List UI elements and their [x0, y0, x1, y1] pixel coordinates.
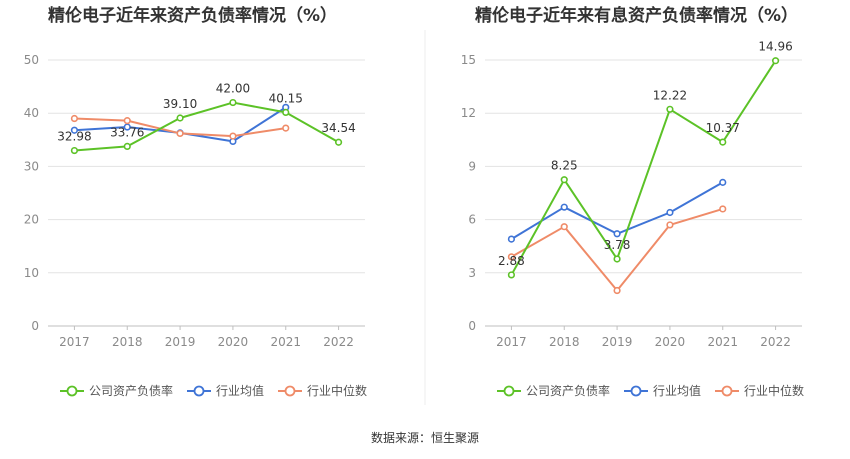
chart1-series-industry-median-point	[229, 132, 237, 140]
chart2-series-industry-avg-point	[613, 230, 621, 238]
chart2-y-tick-label: 9	[468, 159, 476, 173]
chart1-x-tick-label: 2022	[323, 335, 354, 349]
chart1-legend-industry-median-swatch-marker	[284, 385, 296, 397]
chart2-legend-company-label: 公司资产负债率	[526, 383, 610, 398]
chart1-y-tick-label: 30	[24, 159, 39, 173]
chart2-series-industry-median-point	[666, 221, 674, 229]
chart1-legend-company-swatch-marker	[66, 385, 78, 397]
chart1-series-company-point	[282, 108, 290, 117]
chart2-series-industry-avg-point	[560, 203, 568, 211]
chart2-series-industry-avg-point	[666, 208, 674, 217]
chart1-x-tick-label: 2018	[112, 335, 143, 349]
chart2-y-tick-label: 12	[461, 106, 476, 120]
chart1-series-industry-median-point	[70, 114, 79, 123]
chart1-legend-industry-median-label: 行业中位数	[307, 383, 367, 398]
chart1-y-tick-label: 20	[24, 213, 39, 227]
chart2-data-label: 14.96	[758, 40, 792, 54]
chart2-series-industry-median-point	[507, 253, 516, 261]
chart1-x-tick-label: 2017	[59, 335, 90, 349]
chart2-series-industry-median-point	[560, 223, 568, 231]
chart1-y-tick-label: 40	[24, 106, 39, 120]
chart1-series-company-line	[74, 101, 340, 152]
chart2-y-tick-label: 15	[461, 53, 476, 67]
chart2-series-company-line	[510, 60, 777, 276]
chart1-series-company-point	[70, 146, 79, 155]
chart2-data-label: 8.25	[551, 159, 578, 173]
chart2-x-tick-label: 2018	[549, 335, 580, 349]
chart1-series-company-point	[229, 98, 237, 107]
chart1-x-tick-label: 2021	[270, 335, 301, 349]
chart1-legend-company-label: 公司资产负债率	[89, 383, 173, 398]
chart1-series-industry-avg-point	[70, 126, 79, 134]
chart1-y-tick-label: 10	[24, 266, 39, 280]
chart1-data-label: 33.76	[110, 125, 144, 139]
chart2-legend-industry-median-swatch-marker	[721, 385, 733, 397]
chart2-data-label: 3.78	[604, 238, 631, 252]
chart2-legend-company-swatch-marker	[503, 385, 515, 397]
chart2-y-tick-label: 0	[468, 319, 476, 333]
chart1-series-industry-median-point	[282, 124, 290, 132]
chart2-series-company-point	[560, 176, 568, 184]
data-source-note: 数据来源：恒生聚源	[370, 431, 479, 445]
chart2-title: 精伦电子近年来有息资产负债率情况（%）	[475, 5, 798, 26]
chart2-data-label: 12.22	[653, 88, 687, 102]
chart1-series-company-point	[123, 142, 131, 150]
chart2-series-industry-avg-point	[719, 178, 727, 186]
chart2-y-tick-label: 3	[468, 266, 476, 280]
chart2-series-company-point	[666, 105, 674, 113]
chart1-data-label: 40.15	[269, 91, 303, 105]
chart1-title: 精伦电子近年来资产负债率情况（%）	[48, 5, 337, 26]
chart1-y-tick-label: 0	[31, 319, 39, 333]
chart1-series-company-point	[334, 138, 343, 146]
chart2-data-label: 10.37	[706, 121, 740, 135]
chart1-series-company-point	[176, 114, 184, 122]
chart1-data-label: 42.00	[216, 82, 250, 96]
chart2-x-tick-label: 2019	[602, 335, 633, 349]
chart2-series-industry-median-point	[719, 205, 727, 213]
chart1-data-label: 32.98	[57, 130, 91, 144]
chart2-series-industry-avg-point	[507, 235, 516, 243]
chart2-series-company-point	[719, 138, 727, 146]
chart2-series-company-point	[507, 271, 516, 279]
chart2-legend-industry-avg-label: 行业均值	[653, 383, 701, 398]
chart2-legend-industry-median-label: 行业中位数	[744, 383, 804, 398]
chart2-y-tick-label: 6	[468, 213, 476, 227]
chart2-series-company-point	[771, 57, 780, 65]
chart2-x-tick-label: 2017	[496, 335, 527, 349]
chart1-legend-industry-avg-swatch-marker	[193, 385, 205, 397]
chart1-x-tick-label: 2019	[165, 335, 196, 349]
chart2-legend-industry-avg-swatch-marker	[630, 385, 642, 397]
chart1-data-label: 39.10	[163, 97, 197, 111]
chart2-series-company-point	[613, 255, 621, 263]
chart2-series-industry-median-point	[613, 286, 621, 295]
chart1-legend-industry-avg-label: 行业均值	[216, 383, 264, 398]
chart2-x-tick-label: 2021	[707, 335, 738, 349]
chart1-series-industry-median-point	[176, 129, 184, 138]
chart1-y-tick-label: 50	[24, 53, 39, 67]
chart1-x-tick-label: 2020	[218, 335, 249, 349]
chart1-data-label: 34.54	[321, 121, 355, 135]
chart2-data-label: 2.88	[498, 254, 525, 268]
chart1-series-industry-median-point	[123, 117, 131, 125]
chart2-x-tick-label: 2022	[760, 335, 791, 349]
chart2-x-tick-label: 2020	[655, 335, 686, 349]
